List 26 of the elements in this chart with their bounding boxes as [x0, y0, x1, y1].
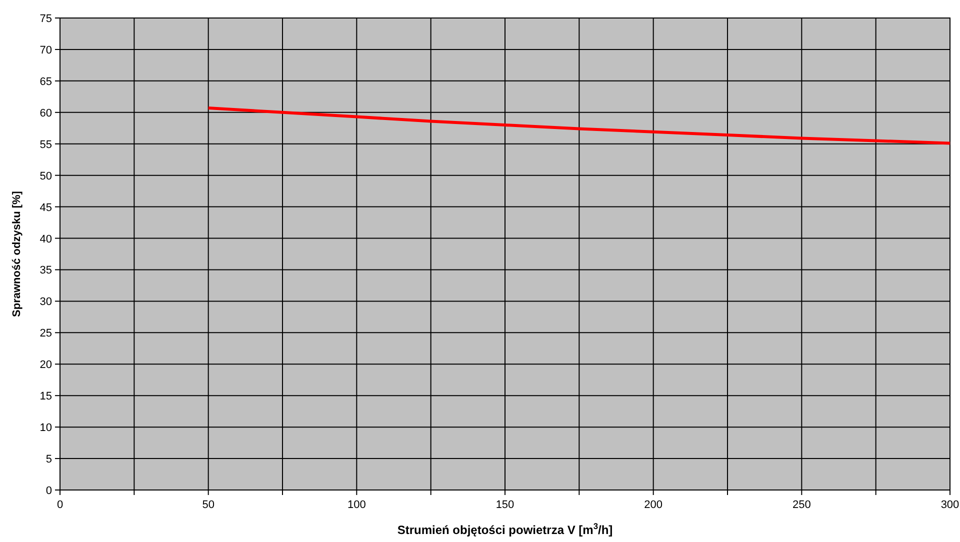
y-axis-title: Sprawność odzysku [%] — [11, 190, 23, 317]
y-tick-label: 10 — [40, 422, 52, 434]
x-tick-label: 250 — [792, 499, 811, 511]
y-tick-label: 15 — [40, 390, 52, 403]
y-tick-label: 65 — [40, 76, 52, 88]
y-tick-label: 55 — [40, 138, 52, 151]
x-tick-label: 200 — [644, 499, 663, 511]
line-series — [206, 106, 952, 145]
y-tick-label: 25 — [40, 328, 52, 340]
y-tick-label: 50 — [40, 170, 52, 182]
x-tick-label: 150 — [496, 499, 514, 511]
y-tick-label: 30 — [40, 296, 52, 308]
x-tick-label: 100 — [347, 499, 366, 511]
y-tick-label: 40 — [40, 233, 52, 246]
y-tick-label: 5 — [46, 454, 52, 466]
y-tick-label: 75 — [40, 13, 52, 25]
y-tick-label: 0 — [46, 485, 52, 497]
x-axis-title: Strumień objętości powietrza V [m$^{3}$/h] — [397, 521, 613, 537]
y-tick-label: 35 — [40, 264, 52, 277]
y-tick-label: 70 — [40, 44, 52, 56]
x-tick-label: 0 — [56, 499, 64, 511]
y-tick-label: 20 — [40, 359, 52, 372]
x-tick-label: 50 — [202, 499, 214, 511]
y-tick-label: 45 — [40, 202, 52, 214]
y-tick-label: 60 — [40, 107, 52, 120]
x-tick-label: 300 — [940, 499, 960, 511]
